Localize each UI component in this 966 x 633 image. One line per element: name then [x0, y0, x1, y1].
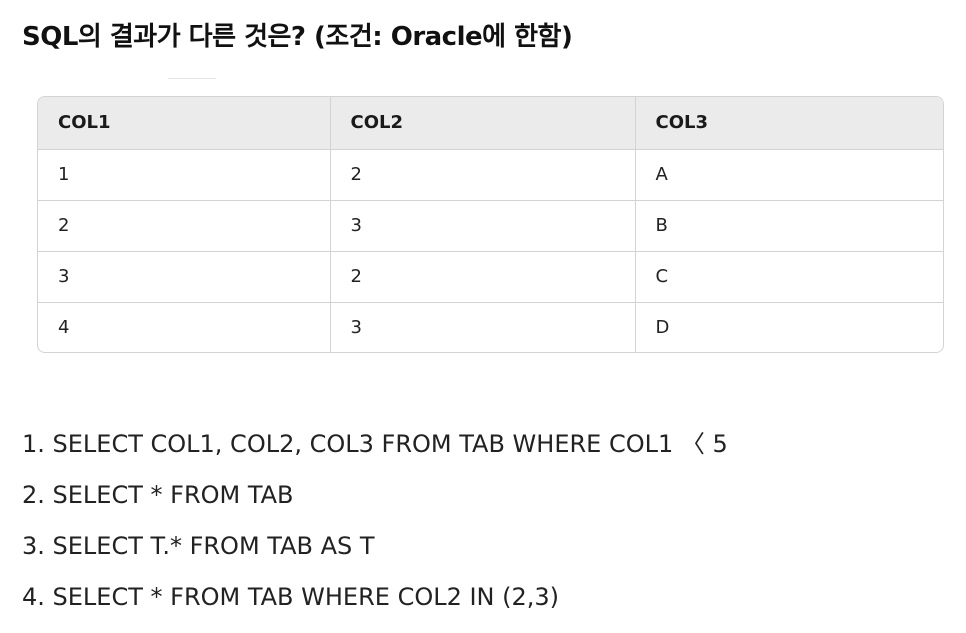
data-table: COL1 COL2 COL3 1 2 A 2 3 B 3 2 C 4: [38, 97, 943, 352]
column-header-col1: COL1: [38, 97, 331, 150]
answer-option-3[interactable]: 3. SELECT T.* FROM TAB AS T: [22, 532, 375, 560]
answer-options: 1. SELECT COL1, COL2, COL3 FROM TAB WHER…: [22, 426, 728, 630]
table-cell: 3: [330, 302, 636, 352]
table-row: 2 3 B: [38, 200, 943, 252]
table-cell: 2: [330, 149, 636, 201]
table-cell: 2: [330, 251, 636, 303]
column-header-col2: COL2: [330, 97, 636, 150]
table-row: 3 2 C: [38, 251, 943, 303]
table-cell: B: [635, 200, 943, 252]
answer-option-4[interactable]: 4. SELECT * FROM TAB WHERE COL2 IN (2,3): [22, 583, 560, 611]
divider: [168, 78, 216, 79]
question-title: SQL의 결과가 다른 것은? (조건: Oracle에 한함): [22, 22, 573, 52]
table-cell: 1: [38, 149, 331, 201]
table-row: 1 2 A: [38, 149, 943, 201]
table-cell: D: [655, 317, 670, 339]
table-cell: A: [635, 149, 943, 201]
table-header-row: COL1 COL2 COL3: [38, 97, 943, 150]
answer-option-2[interactable]: 2. SELECT * FROM TAB: [22, 481, 294, 509]
table-cell: 2: [38, 200, 331, 252]
table-cell: 3: [330, 200, 636, 252]
table-cell: 4: [38, 302, 331, 352]
answer-option-1[interactable]: 1. SELECT COL1, COL2, COL3 FROM TAB WHER…: [22, 430, 728, 458]
data-table-container: COL1 COL2 COL3 1 2 A 2 3 B 3 2 C 4: [37, 96, 944, 353]
column-header-col3: COL3: [635, 97, 943, 150]
table-cell: 3: [38, 251, 331, 303]
table-cell: C: [635, 251, 943, 303]
table-row: 4 3 D: [38, 302, 943, 352]
